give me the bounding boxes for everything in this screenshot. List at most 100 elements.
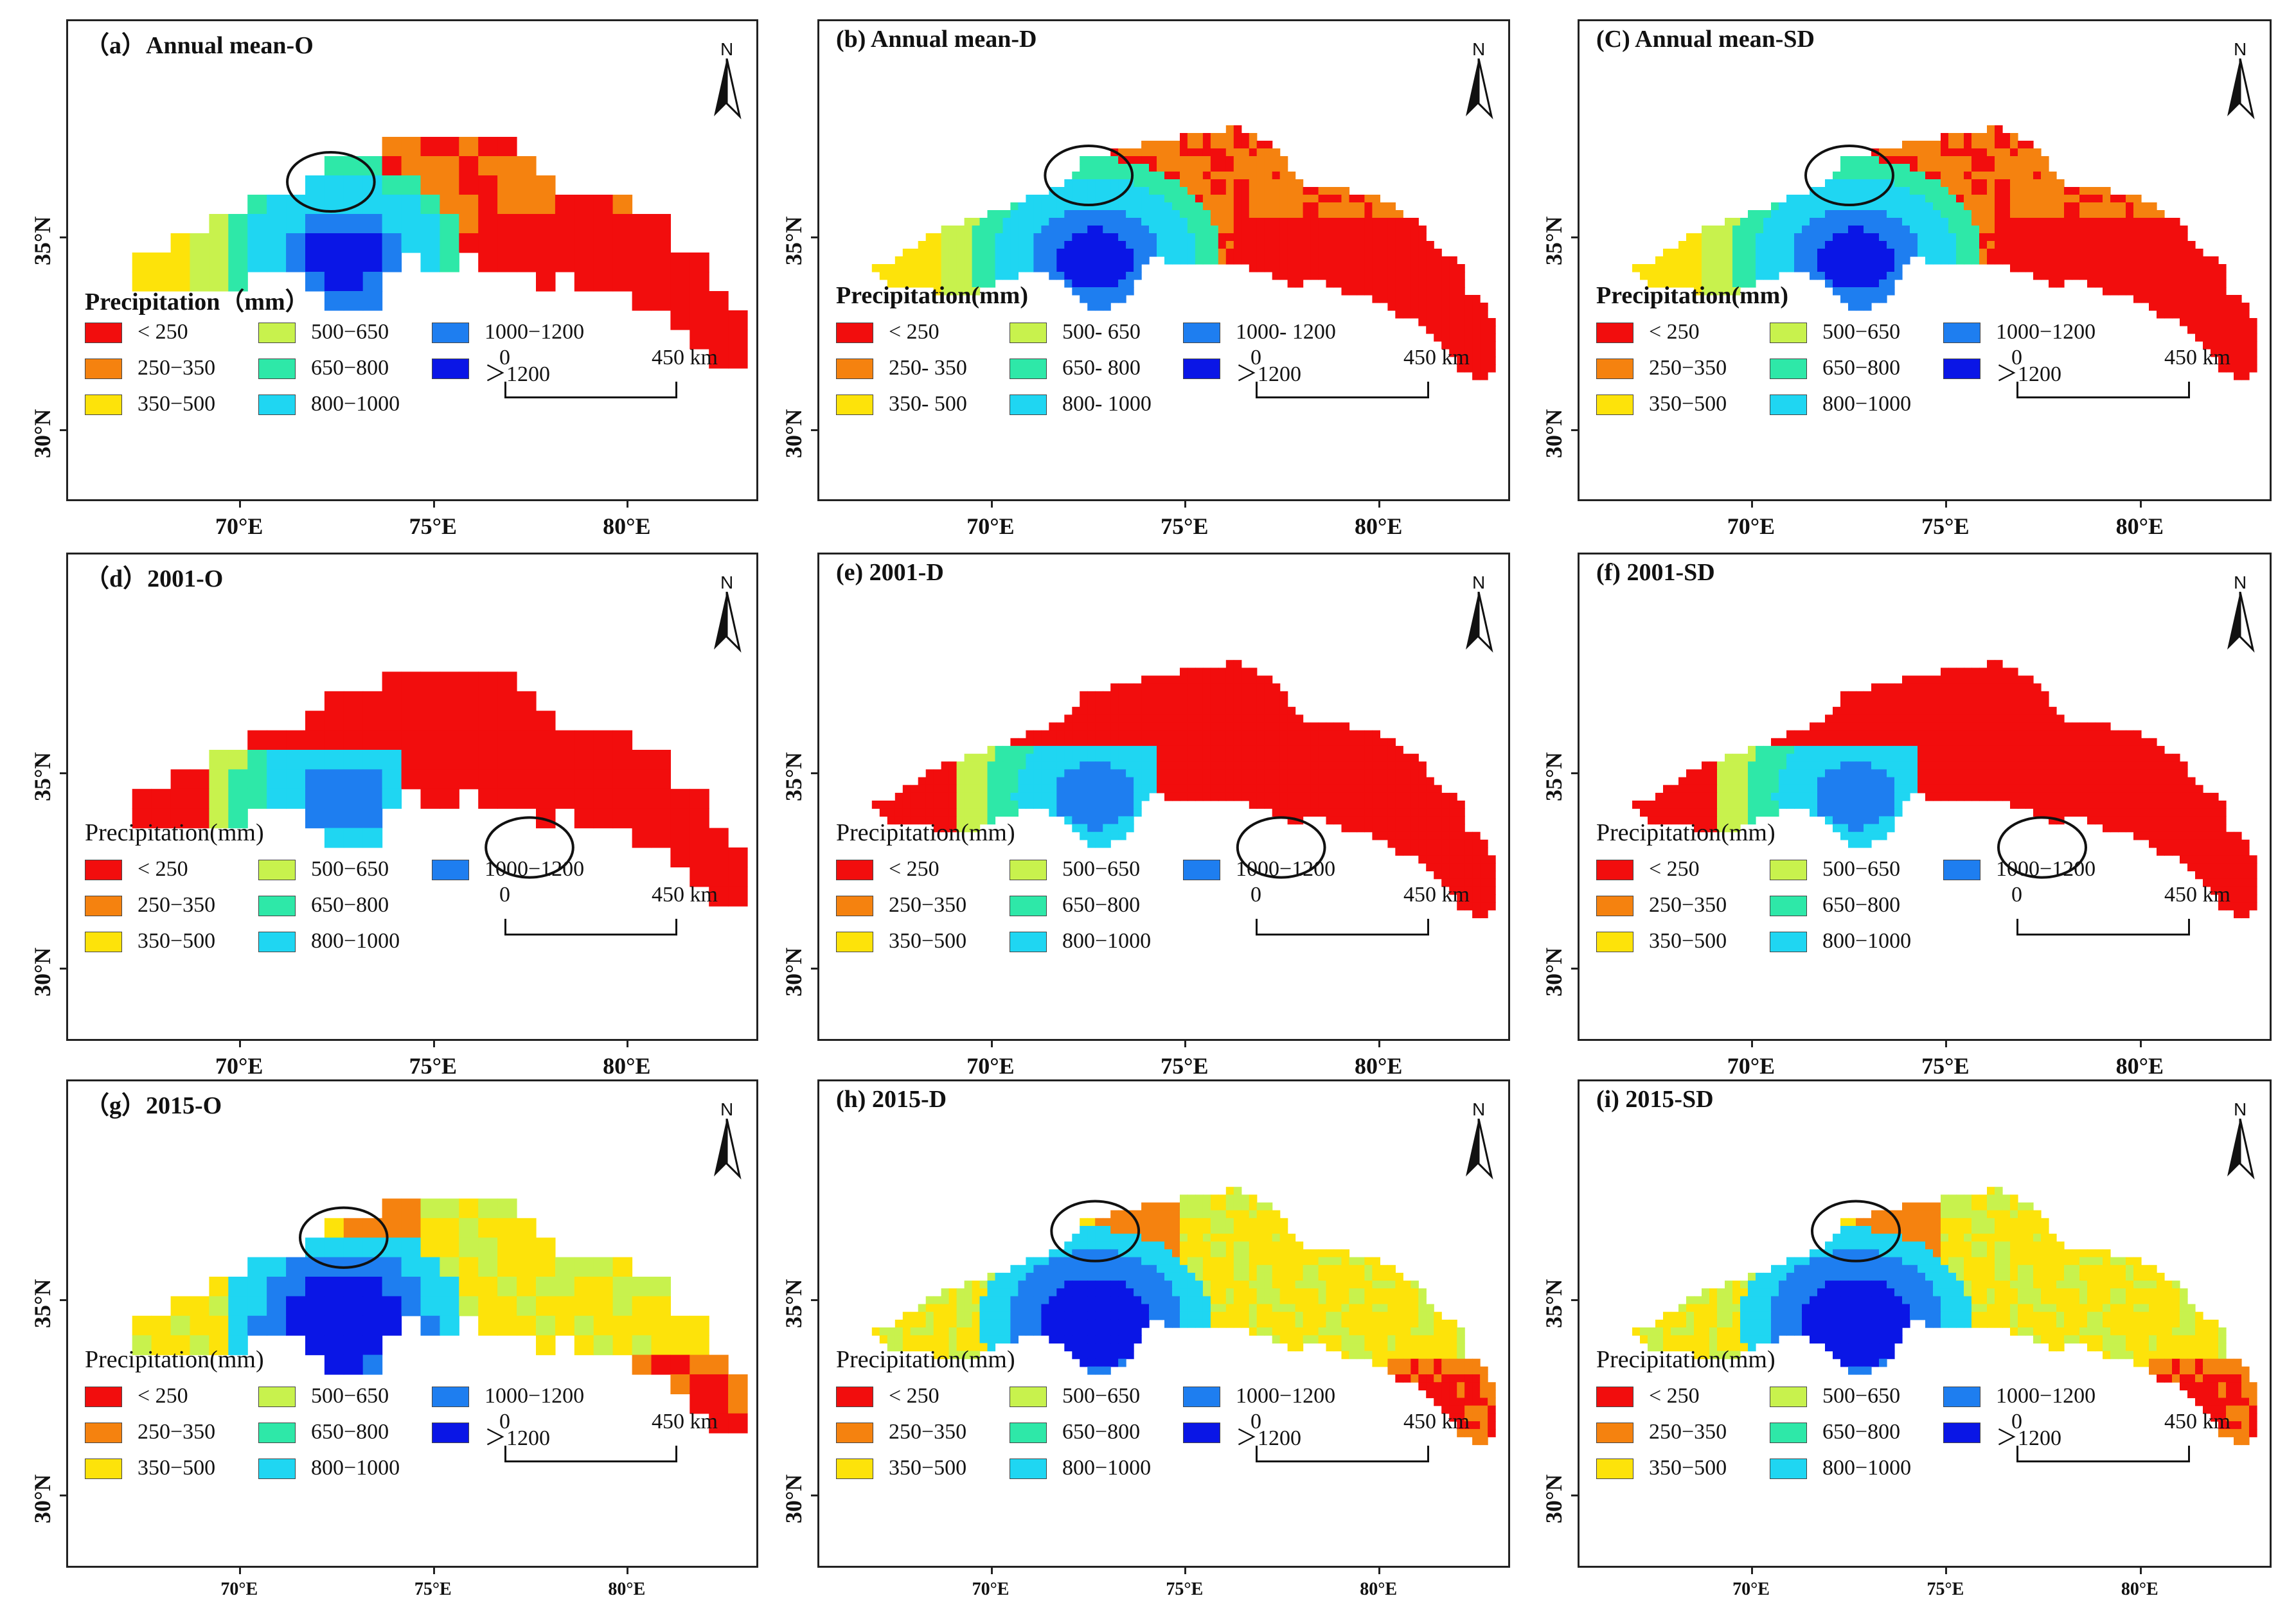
legend-label: 800−1000 — [311, 929, 400, 953]
x-axis-tick-label: 75°E — [1166, 1579, 1204, 1599]
precipitation-raster — [871, 660, 1496, 919]
x-tick-mark — [1751, 1568, 1753, 1574]
legend-swatch — [1770, 323, 1807, 343]
y-tick-mark — [811, 968, 817, 970]
legend-swatch — [1183, 1387, 1220, 1407]
legend-swatch — [1943, 1387, 1980, 1407]
legend-label: 250−350 — [138, 893, 216, 917]
legend-title: Precipitation(mm) — [85, 1346, 264, 1373]
y-tick-mark — [811, 1299, 817, 1301]
legend-label: 800−1000 — [1062, 1456, 1152, 1480]
scale-end-label: 450 km — [652, 346, 718, 369]
legend-label: 1000−1200 — [1996, 320, 2096, 344]
highlight-circle — [1804, 145, 1894, 206]
x-tick-mark — [239, 501, 242, 508]
panel-title: (i) 2015-SD — [1596, 1086, 1714, 1113]
x-axis-tick-label: 80°E — [608, 1579, 646, 1599]
scale-bar: 0 450 km — [499, 346, 718, 404]
north-label: N — [2234, 39, 2247, 59]
scale-end-label: 450 km — [1403, 1410, 1470, 1433]
north-label: N — [720, 1099, 734, 1119]
legend-swatch — [1770, 860, 1807, 880]
scale-start-label: 0 — [499, 1410, 510, 1433]
scale-start-label: 0 — [499, 883, 510, 907]
legend-swatch — [432, 860, 469, 880]
map-canvas — [132, 137, 748, 369]
x-axis-tick-label: 70°E — [1727, 513, 1775, 539]
x-tick-mark — [627, 1568, 629, 1574]
legend-swatch — [258, 359, 296, 379]
y-axis-tick-label: 30°N — [781, 409, 806, 458]
legend-label: 650- 800 — [1062, 356, 1141, 380]
x-axis-tick-label: 75°E — [1921, 513, 1970, 539]
legend-label: 650−800 — [1062, 1420, 1141, 1444]
x-axis-tick-label: 80°E — [1360, 1579, 1398, 1599]
legend-label: 500−650 — [1062, 1384, 1141, 1408]
legend-swatch — [1596, 1459, 1633, 1479]
y-tick-mark — [811, 429, 817, 431]
north-label: N — [2234, 1099, 2247, 1119]
x-tick-mark — [432, 1041, 435, 1047]
legend-swatch — [1183, 860, 1220, 880]
scale-bar: 0 450 km — [1250, 883, 1470, 941]
legend-label: < 250 — [138, 320, 188, 344]
legend-label: 350−500 — [138, 392, 216, 416]
panel-title: (b) Annual mean-D — [836, 26, 1037, 53]
legend-label: 250−350 — [889, 893, 967, 917]
north-arrow-icon: N — [2222, 39, 2261, 120]
x-tick-mark — [1184, 1041, 1187, 1047]
legend-swatch — [1770, 395, 1807, 415]
scale-bar-line — [1256, 382, 1429, 398]
legend-label: < 250 — [1649, 1384, 1700, 1408]
y-axis-tick-label: 30°N — [30, 1474, 55, 1523]
legend-swatch — [258, 1423, 296, 1443]
x-axis-tick-label: 75°E — [414, 1579, 452, 1599]
legend-swatch — [1010, 932, 1047, 952]
legend-swatch — [1943, 860, 1980, 880]
precipitation-raster — [1632, 1187, 2257, 1446]
legend-swatch — [1943, 1423, 1980, 1443]
legend-label: 1000−1200 — [485, 857, 585, 881]
legend-label: 800−1000 — [1822, 1456, 1912, 1480]
legend-label: < 250 — [1649, 320, 1700, 344]
precipitation-raster — [1632, 660, 2257, 919]
x-axis-tick-label: 75°E — [1921, 1053, 1970, 1079]
legend-title: Precipitation(mm) — [836, 282, 1028, 309]
x-axis-tick-label: 80°E — [2115, 1053, 2164, 1079]
x-tick-mark — [627, 1041, 629, 1047]
y-tick-mark — [811, 236, 817, 238]
highlight-circle — [1997, 816, 2087, 879]
legend-swatch — [1770, 1387, 1807, 1407]
legend-swatch — [1010, 1423, 1047, 1443]
legend-swatch — [836, 896, 873, 916]
map-panel-b: (b) Annual mean-D N Precipitation(mm) < 250… — [817, 19, 1510, 501]
x-axis-tick-label: 70°E — [220, 1579, 258, 1599]
highlight-circle — [1050, 1200, 1141, 1263]
highlight-circle — [1044, 145, 1134, 206]
x-tick-mark — [990, 501, 993, 508]
scale-bar-line — [504, 919, 677, 936]
y-tick-mark — [811, 772, 817, 774]
map-panel-e: (e) 2001-D N Precipitation(mm) < 250 250−350… — [817, 553, 1510, 1041]
map-canvas — [132, 1198, 748, 1433]
y-axis-tick-label: 35°N — [1541, 216, 1567, 265]
legend-swatch — [1596, 1387, 1633, 1407]
y-axis-tick-label: 35°N — [1541, 752, 1567, 801]
north-arrow-icon: N — [2222, 572, 2261, 653]
y-axis-tick-label: 30°N — [1541, 947, 1567, 997]
precipitation-raster — [871, 1187, 1496, 1446]
scale-bar: 0 450 km — [499, 883, 718, 941]
legend-title: Precipitation(mm) — [85, 819, 264, 846]
legend-swatch — [1010, 1459, 1047, 1479]
scale-end-label: 450 km — [1403, 883, 1470, 907]
scale-end-label: 450 km — [2164, 883, 2230, 907]
legend-swatch — [836, 1459, 873, 1479]
legend-label: 350−500 — [1649, 392, 1727, 416]
precipitation-raster — [871, 125, 1496, 380]
legend-swatch — [1596, 860, 1633, 880]
legend-swatch — [1770, 896, 1807, 916]
legend-label: < 250 — [889, 1384, 939, 1408]
legend-label: ＞1200 — [1996, 1426, 2061, 1450]
legend-swatch — [85, 860, 122, 880]
